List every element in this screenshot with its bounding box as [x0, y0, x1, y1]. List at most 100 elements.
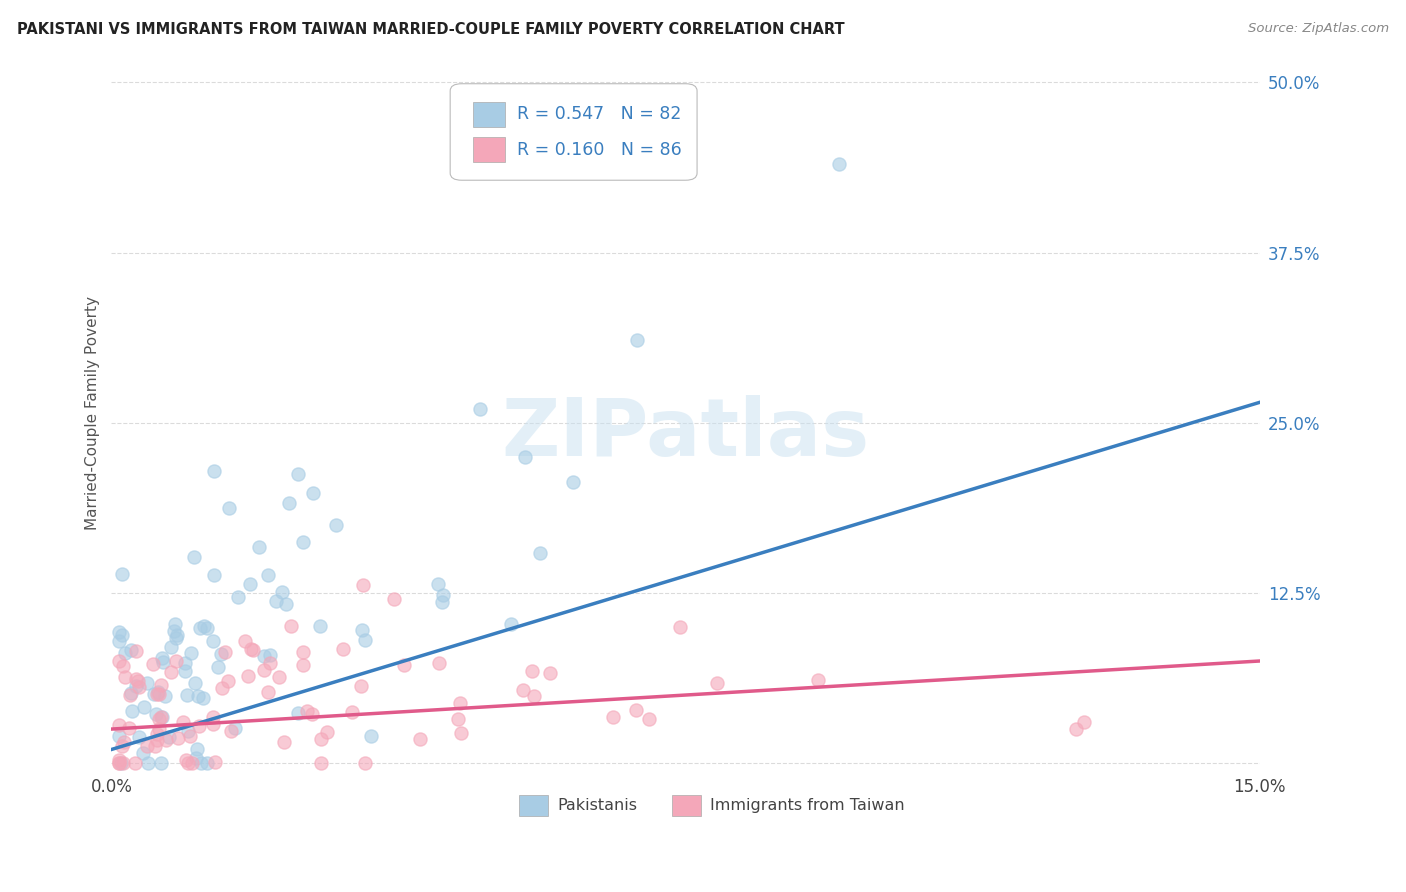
Point	[150, 710, 173, 724]
Point	[166, 731, 188, 745]
Point	[160, 665, 183, 680]
Point	[148, 685, 170, 699]
Point	[190, 756, 212, 771]
Point	[186, 741, 208, 756]
Point	[188, 621, 211, 635]
Point	[108, 625, 131, 640]
Point	[301, 707, 323, 722]
Point	[150, 710, 173, 724]
Point	[111, 627, 134, 641]
Point	[523, 690, 546, 704]
Bar	[474, 102, 505, 127]
Point	[174, 753, 197, 767]
Point	[538, 665, 561, 680]
Point	[240, 642, 263, 657]
Point	[110, 739, 132, 754]
Point	[449, 696, 471, 710]
Text: Source: ZipAtlas.com: Source: ZipAtlas.com	[1249, 22, 1389, 36]
Point	[128, 730, 150, 744]
Point	[209, 648, 232, 662]
Text: R = 0.547   N = 82: R = 0.547 N = 82	[517, 105, 681, 123]
Bar	[519, 795, 548, 816]
Point	[638, 712, 661, 726]
Point	[273, 735, 295, 749]
Point	[155, 689, 177, 703]
Point	[180, 756, 202, 771]
Point	[470, 401, 492, 416]
Point	[828, 157, 851, 171]
Point	[426, 577, 449, 591]
Point	[256, 685, 278, 699]
Point	[136, 675, 159, 690]
Point	[295, 704, 318, 718]
Point	[224, 721, 246, 735]
Text: R = 0.160   N = 86: R = 0.160 N = 86	[517, 141, 682, 159]
Point	[316, 724, 339, 739]
Point	[309, 619, 332, 633]
Point	[267, 670, 290, 684]
Point	[112, 756, 135, 771]
Point	[259, 656, 281, 670]
Point	[202, 717, 225, 731]
Point	[146, 732, 169, 747]
Point	[125, 672, 148, 686]
Point	[291, 535, 314, 549]
Point	[165, 654, 187, 668]
Point	[211, 681, 233, 696]
Y-axis label: Married-Couple Family Poverty: Married-Couple Family Poverty	[86, 295, 100, 530]
Point	[668, 620, 690, 634]
Point	[136, 739, 159, 753]
Point	[394, 658, 416, 673]
Point	[233, 633, 256, 648]
Point	[430, 595, 453, 609]
Point	[270, 585, 292, 599]
Point	[353, 756, 375, 771]
Point	[350, 679, 373, 693]
Point	[1064, 722, 1087, 736]
Point	[114, 646, 136, 660]
Text: PAKISTANI VS IMMIGRANTS FROM TAIWAN MARRIED-COUPLE FAMILY POVERTY CORRELATION CH: PAKISTANI VS IMMIGRANTS FROM TAIWAN MARR…	[17, 22, 845, 37]
Point	[501, 616, 523, 631]
Point	[143, 687, 166, 701]
Point	[142, 657, 165, 671]
Point	[120, 686, 142, 700]
Point	[179, 729, 201, 743]
Point	[118, 721, 141, 735]
Point	[287, 467, 309, 482]
Point	[292, 645, 315, 659]
Point	[352, 578, 374, 592]
Point	[807, 673, 830, 688]
Point	[207, 659, 229, 673]
Point	[187, 690, 209, 704]
Point	[176, 688, 198, 702]
Point	[513, 450, 536, 464]
Point	[108, 756, 131, 771]
Point	[110, 756, 132, 771]
Point	[128, 680, 150, 694]
Point	[217, 674, 239, 689]
Point	[195, 756, 218, 771]
Point	[148, 712, 170, 726]
Point	[124, 756, 146, 771]
Point	[193, 619, 215, 633]
Text: Pakistanis: Pakistanis	[557, 798, 637, 814]
Point	[447, 712, 470, 726]
Point	[280, 619, 302, 633]
Point	[277, 496, 299, 510]
Point	[562, 475, 585, 489]
Point	[512, 682, 534, 697]
Point	[360, 729, 382, 743]
Point	[202, 710, 225, 724]
Point	[238, 669, 260, 683]
Point	[302, 485, 325, 500]
Point	[121, 704, 143, 718]
Point	[195, 621, 218, 635]
Point	[432, 588, 454, 602]
Point	[253, 663, 276, 677]
Text: ZIPatlas: ZIPatlas	[502, 395, 870, 473]
Point	[253, 649, 276, 664]
Point	[309, 732, 332, 747]
Point	[218, 500, 240, 515]
Point	[409, 732, 432, 747]
Point	[287, 706, 309, 720]
